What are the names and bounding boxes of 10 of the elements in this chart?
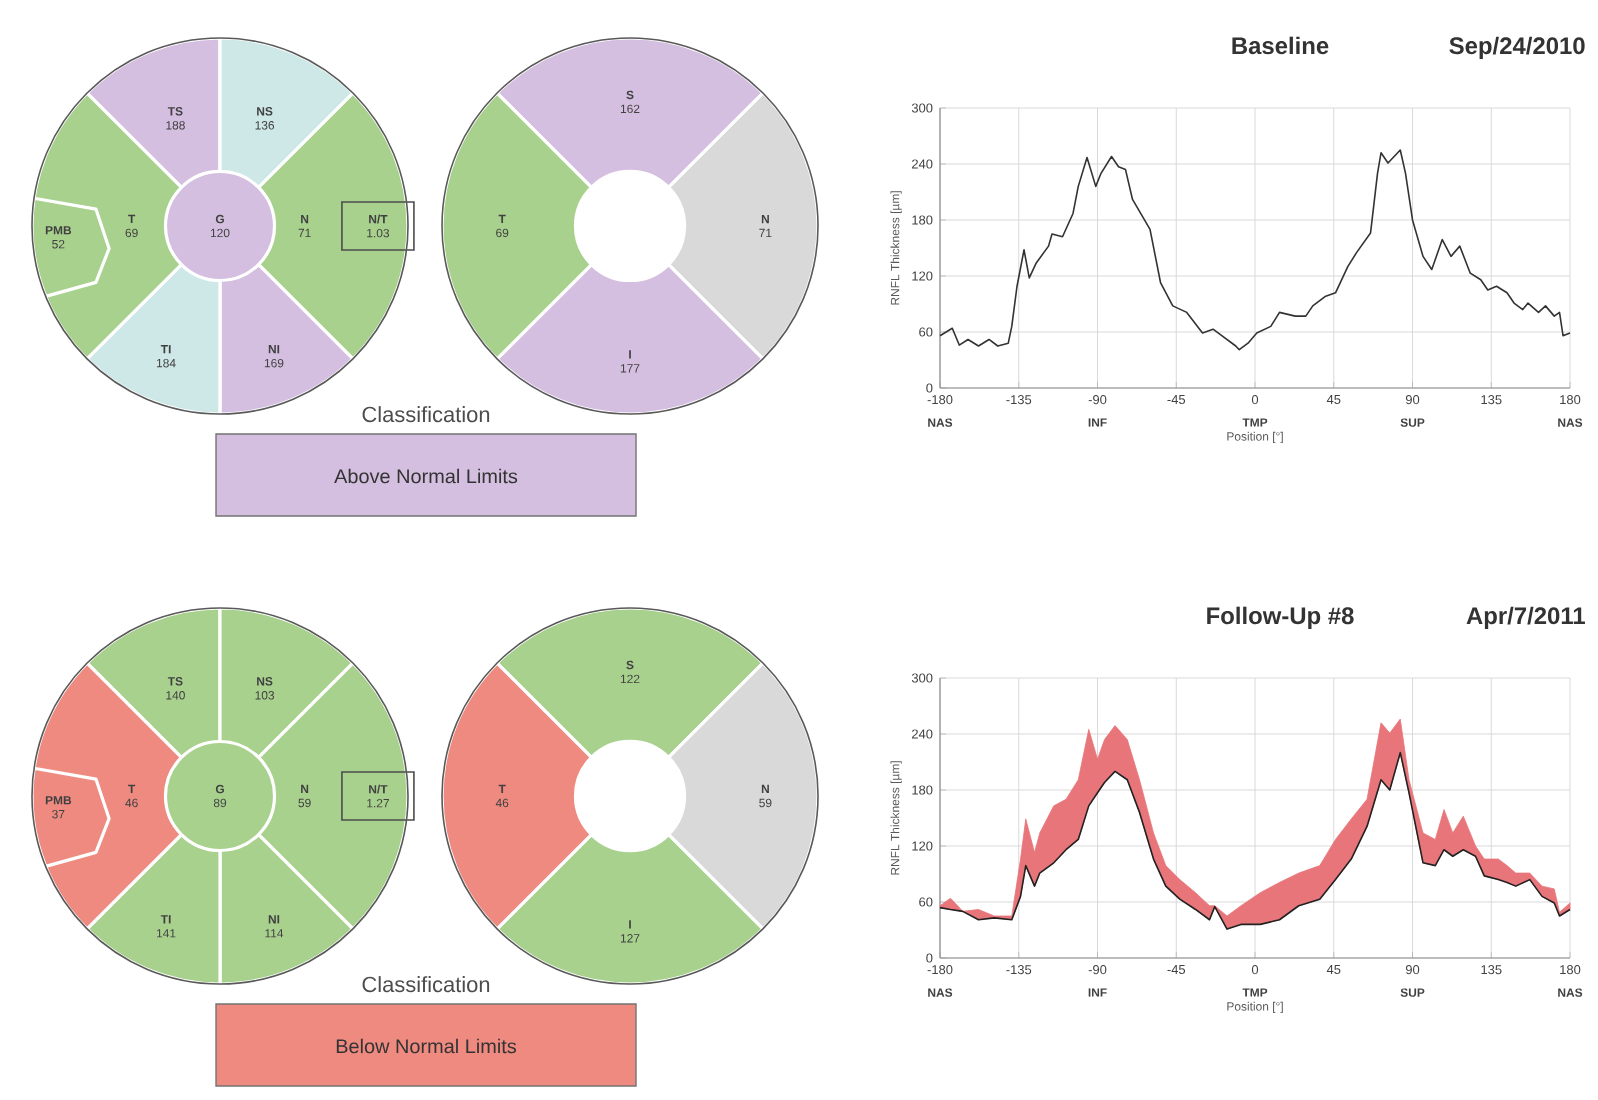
text: Below Normal Limits	[336, 1038, 517, 1054]
chart-subtitle: Apr/7/2011	[1466, 606, 1585, 629]
chart-title: Baseline	[1232, 36, 1329, 55]
line-series	[939, 149, 1571, 351]
chart-subtitle: Sep/24/2010	[1449, 36, 1585, 59]
text: Above Normal Limits	[334, 468, 518, 484]
text: Classification	[362, 976, 490, 993]
chart-title: Follow-Up #8	[1207, 606, 1354, 629]
text: Classification	[362, 406, 490, 423]
line-series	[939, 751, 1571, 930]
